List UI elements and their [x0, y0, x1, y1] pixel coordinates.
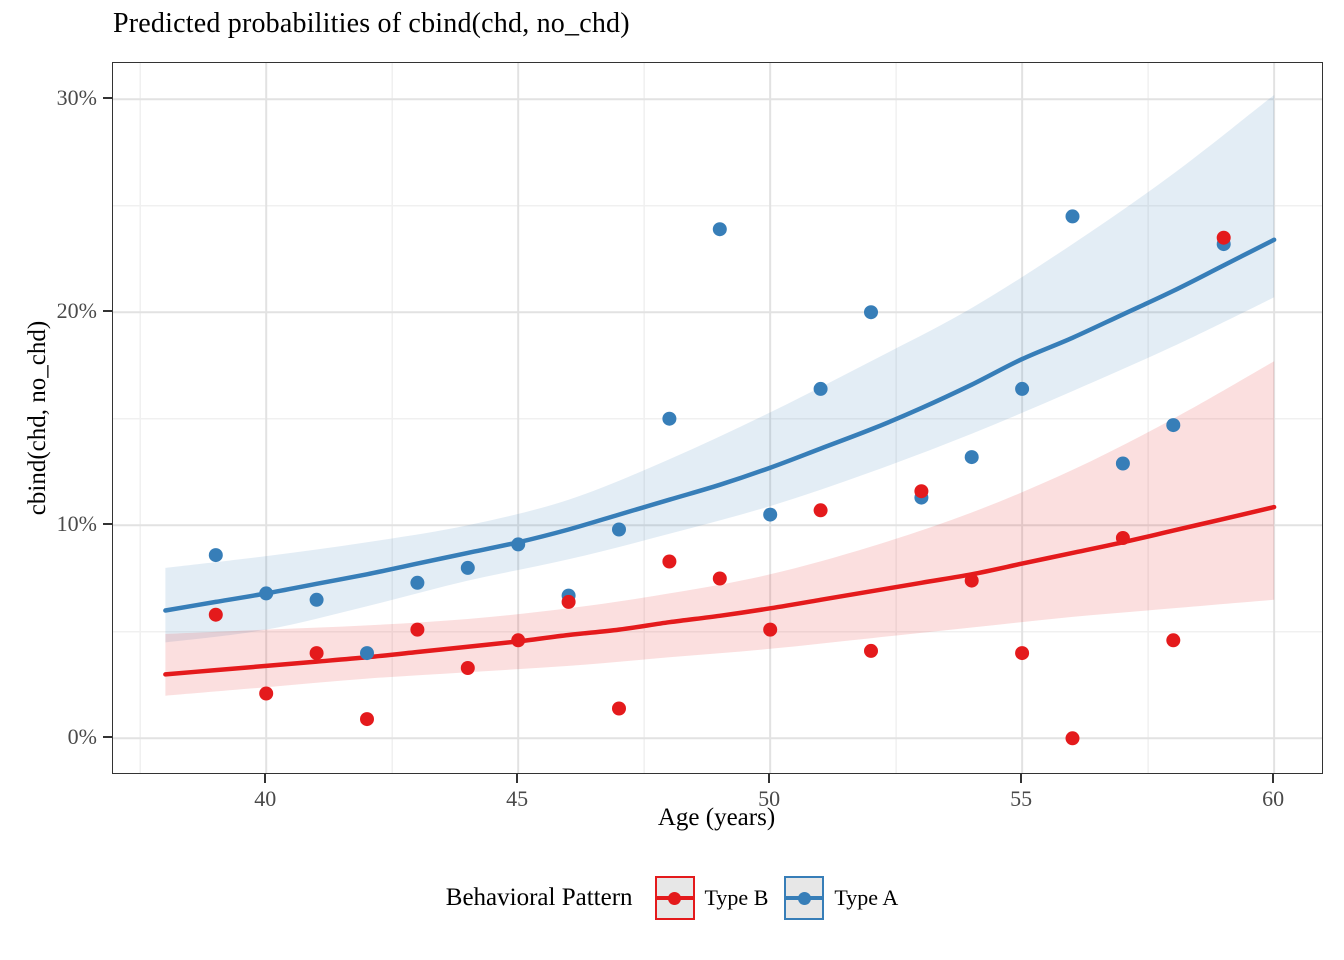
x-tick-label: 60 — [1262, 786, 1285, 811]
data-point-type-b — [309, 646, 324, 661]
plot-panel — [112, 62, 1323, 774]
data-point-type-a — [813, 381, 828, 396]
legend-label-type-a: Type A — [834, 885, 899, 910]
y-tick-mark — [103, 97, 112, 100]
x-tick-label: 40 — [254, 786, 277, 811]
legend-key-dot — [797, 891, 811, 905]
confidence-ribbon-type-a — [165, 95, 1275, 643]
y-tick-label: 20% — [56, 298, 97, 324]
legend-item-type-b: Type B — [654, 876, 769, 920]
legend-key-type-a-icon — [784, 876, 825, 920]
data-point-type-b — [561, 594, 576, 609]
x-tick-label: 50 — [758, 786, 781, 811]
data-point-type-a — [360, 646, 374, 661]
x-tick-mark — [1272, 774, 1275, 783]
fit-line-type-a — [163, 237, 1277, 613]
data-point-type-b — [259, 686, 274, 701]
data-point-type-b — [662, 554, 677, 569]
data-point-type-b — [511, 633, 526, 648]
data-point-type-b — [763, 622, 778, 637]
legend-title: Behavioral Pattern — [445, 884, 633, 911]
data-point-type-a — [410, 575, 425, 590]
y-tick-label: 30% — [56, 85, 97, 111]
data-point-type-a — [1166, 418, 1181, 433]
y-tick-mark — [103, 736, 112, 739]
fit-line-type-b — [163, 504, 1277, 677]
data-point-type-a — [259, 586, 274, 601]
data-point-type-a — [511, 537, 526, 552]
x-tick-label: 55 — [1010, 786, 1033, 811]
data-point-type-a — [1015, 381, 1030, 396]
data-point-type-b — [460, 661, 475, 675]
data-point-type-b — [1015, 646, 1030, 661]
legend-label-type-b: Type B — [704, 885, 769, 910]
data-point-type-b — [612, 701, 626, 716]
y-tick-label: 10% — [56, 511, 97, 537]
data-point-type-b — [1115, 531, 1130, 545]
legend-key-type-b-icon — [654, 876, 695, 920]
plot-title: Predicted probabilities of cbind(chd, no… — [113, 8, 630, 39]
plot-canvas — [113, 63, 1322, 773]
confidence-ribbon-type-b — [165, 361, 1275, 696]
legend-key-dot — [668, 891, 682, 905]
data-point-type-a — [662, 411, 677, 426]
x-tick-mark — [768, 774, 771, 783]
data-point-type-b — [964, 573, 979, 588]
data-point-type-b — [712, 571, 727, 586]
data-point-type-b — [410, 622, 425, 637]
data-point-type-b — [1166, 633, 1181, 648]
y-tick-label: 0% — [67, 724, 97, 750]
x-tick-mark — [264, 774, 267, 783]
data-point-type-b — [360, 712, 374, 727]
data-point-type-a — [763, 507, 778, 522]
data-point-type-b — [864, 643, 878, 658]
data-point-type-a — [460, 560, 475, 575]
x-tick-mark — [1020, 774, 1023, 783]
x-tick-label: 45 — [506, 786, 529, 811]
y-tick-mark — [103, 310, 112, 313]
x-tick-mark — [516, 774, 519, 783]
legend: Behavioral Pattern Type B Type A — [0, 876, 1344, 920]
data-point-type-a — [1065, 209, 1080, 224]
y-tick-mark — [103, 523, 112, 526]
data-point-type-b — [813, 503, 828, 518]
data-point-type-a — [309, 592, 324, 607]
x-axis-title: Age (years) — [657, 804, 776, 831]
data-point-type-a — [1115, 456, 1130, 471]
data-point-type-b — [1216, 230, 1231, 245]
data-point-type-a — [712, 222, 727, 237]
data-point-type-b — [914, 484, 929, 499]
legend-item-type-a: Type A — [784, 876, 898, 920]
data-point-type-a — [964, 450, 979, 465]
data-point-type-a — [864, 305, 878, 320]
data-point-type-b — [208, 607, 223, 622]
data-point-type-a — [612, 522, 626, 537]
data-point-type-a — [208, 548, 223, 563]
data-point-type-b — [1065, 731, 1080, 746]
y-axis-title: cbind(chd, no_chd) — [24, 320, 51, 516]
